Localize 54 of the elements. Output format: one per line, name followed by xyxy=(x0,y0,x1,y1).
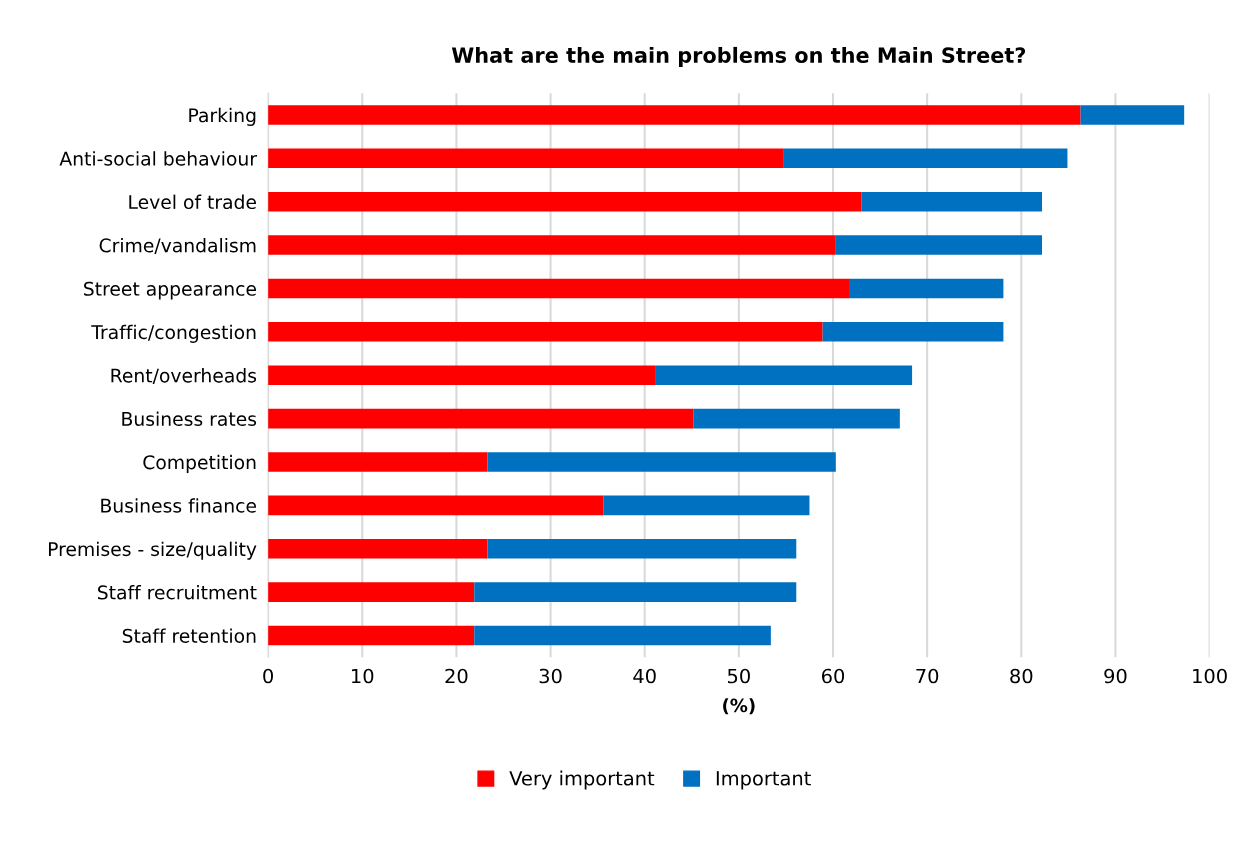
y-tick-label: Street appearance xyxy=(84,281,256,300)
chart-title: What are the main problems on the Main Street? xyxy=(451,46,1026,68)
bar xyxy=(268,148,784,169)
bar xyxy=(268,408,694,429)
x-tick-label: 70 xyxy=(916,668,939,684)
y-tick-label: Rent/overheads xyxy=(111,368,257,385)
bar xyxy=(268,105,1081,125)
x-tick-label: 90 xyxy=(1104,668,1127,684)
bar xyxy=(268,582,475,602)
y-tick-label: Traffic/congestion xyxy=(91,324,256,343)
x-tick-label: 20 xyxy=(445,668,468,684)
bar xyxy=(835,235,1043,255)
x-tick-label: 50 xyxy=(727,668,750,684)
y-tick-label: Crime/vandalism xyxy=(99,237,256,254)
y-tick-label: Parking xyxy=(189,107,256,126)
y-tick-label: Premises - size/quality xyxy=(48,541,257,560)
bar xyxy=(268,452,488,472)
legend-label: Very important xyxy=(509,770,655,790)
bar xyxy=(487,538,797,559)
x-axis-title: (%) xyxy=(723,698,755,715)
y-tick-label: Level of trade xyxy=(129,194,256,210)
x-tick-label: 100 xyxy=(1193,668,1227,684)
bar xyxy=(474,582,797,602)
bar xyxy=(268,278,849,299)
bar xyxy=(268,235,836,255)
x-tick-label: 0 xyxy=(263,668,273,684)
bar xyxy=(487,452,836,472)
bar xyxy=(268,322,823,342)
bar xyxy=(1080,105,1185,125)
x-tick-label: 10 xyxy=(352,668,374,684)
bar xyxy=(268,625,475,646)
bar xyxy=(693,408,900,429)
x-tick-label: 80 xyxy=(1010,668,1033,684)
y-tick-label: Anti-social behaviour xyxy=(59,151,257,166)
y-tick-label: Staff retention xyxy=(122,628,256,643)
bar xyxy=(268,191,862,212)
x-tick-label: 60 xyxy=(821,668,845,684)
bar xyxy=(474,625,771,646)
bar xyxy=(849,278,1004,299)
bar xyxy=(783,148,1068,169)
bar xyxy=(603,495,810,516)
y-tick-label: Staff recruitment xyxy=(98,585,257,600)
y-tick-label: Business rates xyxy=(122,411,257,427)
y-tick-label: Business finance xyxy=(101,498,256,513)
bar xyxy=(268,365,656,385)
x-tick-label: 40 xyxy=(633,668,656,684)
bar xyxy=(861,191,1043,212)
bar xyxy=(268,495,604,516)
bar xyxy=(268,538,488,559)
x-tick-label: 30 xyxy=(539,668,562,684)
bar xyxy=(655,365,913,385)
bar xyxy=(822,322,1004,342)
legend-label: Important xyxy=(716,771,811,790)
y-tick-label: Competition xyxy=(143,454,256,474)
